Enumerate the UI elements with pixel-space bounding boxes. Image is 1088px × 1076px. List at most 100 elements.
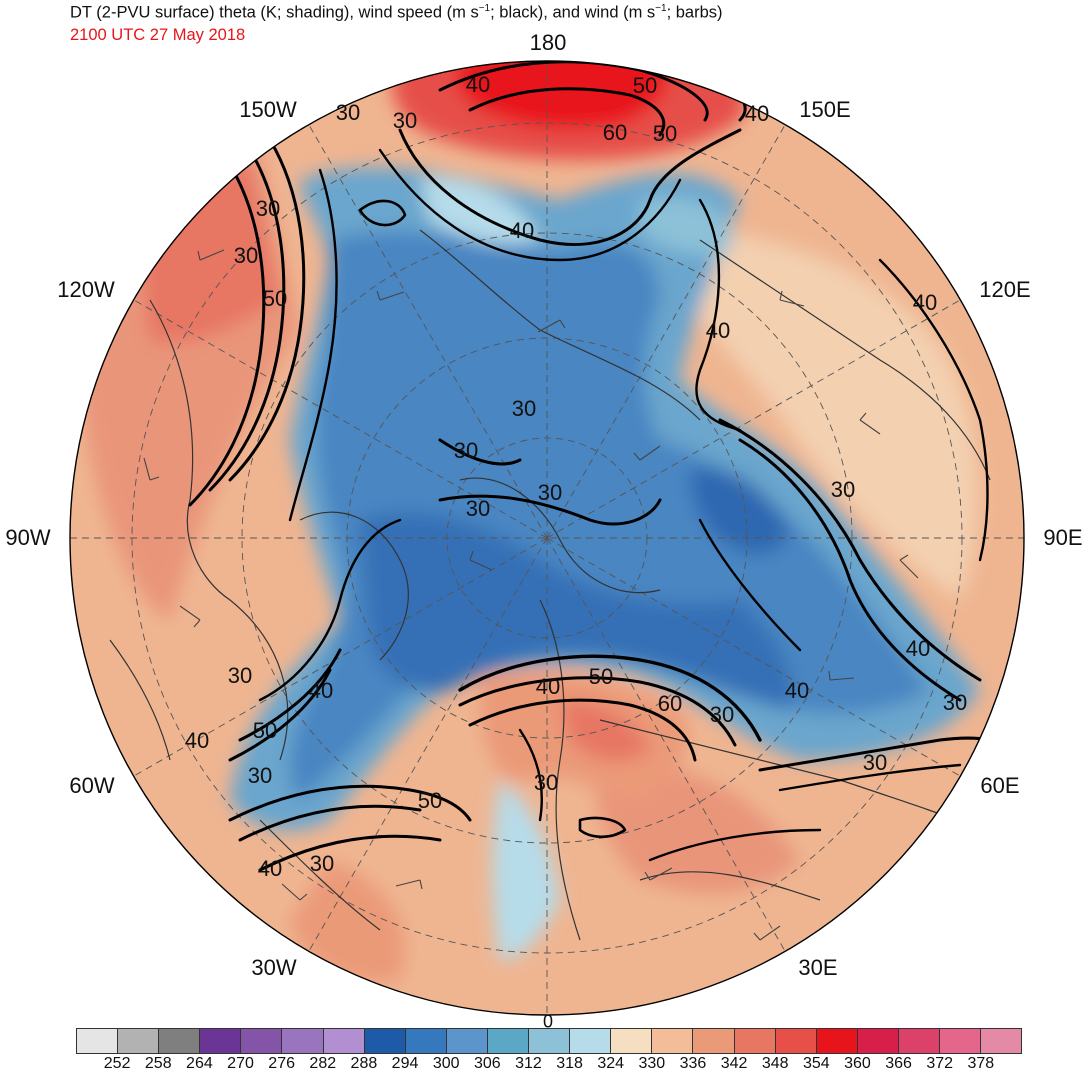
colorbar-tick-label: 258 [144,1055,172,1072]
contour-label: 40 [536,674,560,699]
colorbar-swatch [693,1029,735,1053]
lon-label-90e: 90E [1043,525,1083,550]
contour-label: 30 [831,477,855,502]
colorbar-swatch [405,1029,447,1053]
lon-label-150e: 150E [799,97,851,122]
contour-label: 30 [228,663,252,688]
contour-label: 30 [863,750,887,775]
colorbar-swatch [529,1029,571,1053]
wind-speed-contours [188,61,1012,872]
colorbar-swatch [364,1029,406,1053]
contour-label: 40 [906,636,930,661]
lat-lon-grid [70,61,1024,1015]
colorbar-tick-label: 276 [268,1055,295,1072]
contour-label: 40 [785,678,809,703]
colorbar-tick-label: 300 [432,1055,460,1072]
colorbar-tick-label: 366 [885,1055,912,1072]
colorbar-swatch [775,1029,817,1053]
colorbar-tick-label: 378 [967,1055,995,1072]
contour-label: 30 [538,480,562,505]
colorbar-swatch [159,1029,201,1053]
colorbar-tick-label: 336 [679,1055,707,1072]
contour-label: 40 [309,678,333,703]
colorbar-swatch [323,1029,365,1053]
figure-title: DT (2-PVU surface) theta (K; shading), w… [70,3,723,22]
contour-label: 30 [534,770,558,795]
lon-label-30w: 30W [251,955,297,980]
contour-label: 40 [258,856,282,881]
colorbar-tick-label: 360 [844,1055,871,1072]
colorbar-swatch [200,1029,242,1053]
colorbar-tick-label: 354 [802,1055,830,1072]
colorbar-tick-label: 264 [186,1055,213,1072]
colorbar-tick-label: 288 [350,1055,378,1072]
colorbar-tick-label: 294 [391,1055,419,1072]
lon-label-60w: 60W [69,773,115,798]
valid-time: 2100 UTC 27 May 2018 [70,26,246,44]
contour-label: 30 [248,763,272,788]
colorbar-tick-label: 270 [227,1055,254,1072]
contour-label: 30 [393,108,417,133]
wind-barbs [143,249,919,941]
colorbar-tick-label: 342 [720,1055,748,1072]
contour-label: 50 [263,286,287,311]
colorbar-tick-label: 324 [597,1055,625,1072]
lon-label-0: 0 [542,1011,554,1032]
colorbar-swatch [118,1029,160,1053]
colorbar-swatch [734,1029,776,1053]
colorbar-tick-label: 372 [926,1055,954,1072]
lon-label-180: 180 [529,30,567,55]
lon-label-60e: 60E [980,773,1020,798]
contour-label: 50 [418,788,442,813]
colorbar-tick-label: 318 [556,1055,583,1072]
theta-shading [70,61,1024,1015]
colorbar-tick-label: 252 [103,1055,131,1072]
contour-label: 30 [466,496,490,521]
lon-label-120e: 120E [979,277,1031,302]
contour-label: 50 [589,664,613,689]
contour-label: 30 [512,396,536,421]
contour-label: 40 [706,318,730,343]
colorbar [76,1028,1022,1054]
colorbar-tick-label: 348 [761,1055,789,1072]
colorbar-swatch [611,1029,653,1053]
contour-label: 50 [653,121,677,146]
colorbar-swatch [241,1029,283,1053]
colorbar-swatch [446,1029,488,1053]
colorbar-tick-label: 282 [309,1055,337,1072]
contour-label: 40 [466,72,490,97]
contour-label: 30 [454,438,478,463]
contour-label: 40 [913,290,937,315]
contour-label: 50 [633,73,657,98]
contour-label: 30 [310,851,334,876]
lon-label-30e: 30E [798,955,838,980]
colorbar-swatch [816,1029,858,1053]
colorbar-swatch [282,1029,324,1053]
contour-label: 60 [603,120,627,145]
contour-label: 30 [336,100,360,125]
colorbar-tick-label: 330 [638,1055,666,1072]
contour-label: 60 [658,691,682,716]
lon-label-150w: 150W [239,97,297,122]
lon-label-120w: 120W [57,277,115,302]
colorbar-swatch [857,1029,899,1053]
contour-label: 30 [256,196,280,221]
contour-label: 30 [943,690,967,715]
lon-label-90w: 90W [5,525,51,550]
colorbar-swatch [652,1029,694,1053]
colorbar-labels: 252 258 264 270 276 282 288 294 300 306 312 318 324 3… [76,1055,1022,1075]
colorbar-tick-label: 312 [515,1055,542,1072]
contour-label: 40 [510,218,534,243]
map-boundary [69,60,1025,1016]
colorbar-swatch [981,1029,1022,1053]
colorbar-swatch [939,1029,982,1053]
colorbar-swatch [898,1029,940,1053]
contour-label: 30 [234,243,258,268]
contour-label: 30 [710,702,734,727]
contour-label: 50 [253,718,277,743]
colorbar-swatch [487,1029,530,1053]
contour-label: 40 [185,728,209,753]
colorbar-tick-label: 306 [473,1055,501,1072]
